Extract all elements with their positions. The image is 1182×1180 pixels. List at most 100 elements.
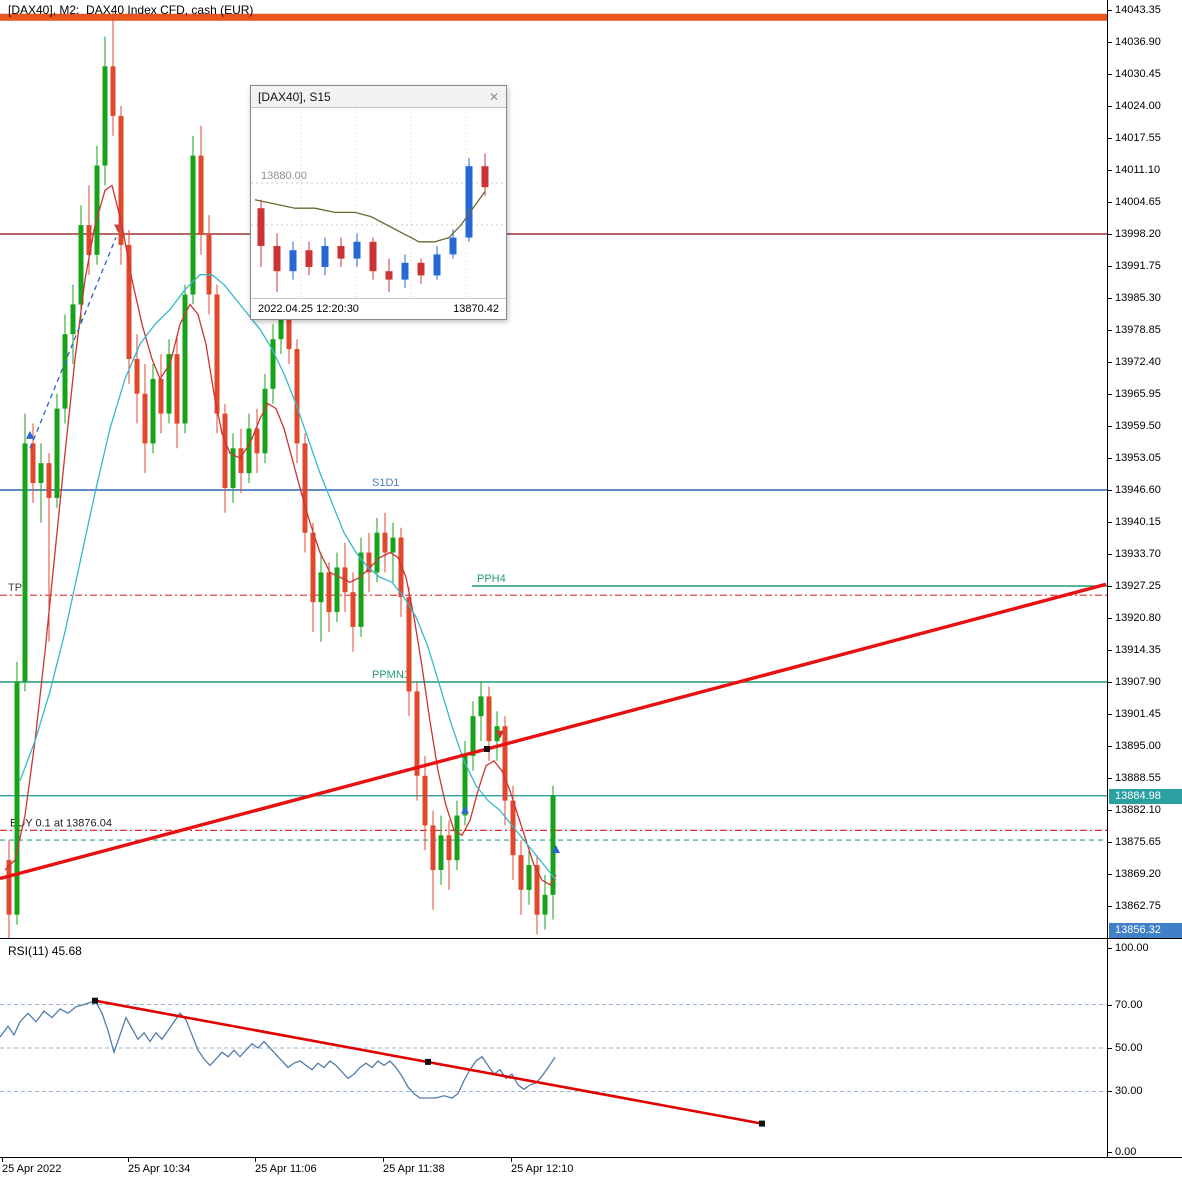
rsi-indicator-label: RSI(11) 45.68 bbox=[8, 944, 82, 958]
price-axis-tick bbox=[1108, 681, 1112, 683]
price-axis-label: 13933.70 bbox=[1115, 547, 1161, 560]
rsi-line bbox=[0, 999, 556, 1099]
time-axis-label: 25 Apr 11:38 bbox=[383, 1163, 445, 1175]
rsi-axis-tick bbox=[1108, 1091, 1112, 1093]
rsi-axis-tick bbox=[1108, 1048, 1112, 1049]
take-profit-line-label: TP bbox=[8, 582, 22, 594]
price-axis-tick bbox=[1108, 873, 1112, 875]
time-axis-label: 25 Apr 12:10 bbox=[511, 1163, 574, 1175]
time-axis-label: 25 Apr 11:06 bbox=[255, 1163, 317, 1175]
price-axis-tick bbox=[1108, 617, 1112, 619]
rsi-axis-tick bbox=[1108, 948, 1112, 949]
price-axis-label: 13914.35 bbox=[1115, 643, 1161, 656]
time-axis[interactable]: 25 Apr 2022 25 Apr 10:34 25 Apr 11:06 25 Ap… bbox=[0, 1158, 1182, 1180]
price-axis-label: 13972.40 bbox=[1115, 355, 1161, 368]
time-axis-tick bbox=[383, 1158, 384, 1162]
time-axis-tick bbox=[128, 1158, 129, 1162]
price-axis-tick bbox=[1108, 905, 1112, 907]
time-axis-tick bbox=[255, 1158, 256, 1162]
price-axis-tick bbox=[1108, 393, 1112, 395]
mini-ma-line bbox=[254, 191, 486, 243]
price-axis-label: 13862.75 bbox=[1115, 899, 1161, 912]
mini-chart-last-price: 13870.42 bbox=[453, 303, 499, 315]
trendline-handle[interactable] bbox=[484, 746, 490, 752]
price-axis-label: 13965.95 bbox=[1115, 387, 1161, 400]
price-axis-label: 14017.55 bbox=[1115, 131, 1161, 144]
candlestick-series bbox=[6, 11, 556, 938]
close-icon[interactable]: ✕ bbox=[488, 89, 499, 104]
price-axis-tick bbox=[1108, 265, 1112, 267]
price-axis-tick bbox=[1108, 841, 1112, 843]
price-axis-label: 14036.90 bbox=[1115, 35, 1161, 48]
price-axis-label: 14024.00 bbox=[1115, 99, 1161, 112]
rsi-indicator-panel[interactable] bbox=[0, 939, 1107, 1157]
ascending-trendline[interactable] bbox=[0, 582, 1107, 881]
trendline-handle[interactable] bbox=[425, 1058, 431, 1065]
price-axis-tick bbox=[1108, 105, 1112, 107]
mini-chart-window[interactable]: [DAX40], S15 ✕ 13880.00 2022.04.25 12:20… bbox=[250, 85, 507, 320]
time-axis-tick bbox=[2, 1158, 3, 1162]
price-axis-label: 13907.90 bbox=[1115, 675, 1161, 688]
time-axis-label: 25 Apr 10:34 bbox=[128, 1163, 191, 1175]
price-axis-tick bbox=[1108, 73, 1112, 75]
mini-chart[interactable]: 13880.00 bbox=[251, 108, 506, 298]
price-axis-label: 13940.15 bbox=[1115, 515, 1161, 528]
panel-separator[interactable] bbox=[0, 938, 1182, 939]
pivot-ppmn1-line-label: PPMN1 bbox=[372, 669, 410, 681]
price-axis-tick bbox=[1108, 233, 1112, 235]
price-axis-tick bbox=[1108, 777, 1112, 779]
dashed-projection-line[interactable] bbox=[29, 237, 117, 449]
price-axis-label: 13927.25 bbox=[1115, 579, 1161, 592]
price-axis-label: 13953.05 bbox=[1115, 451, 1161, 464]
price-axis-tick bbox=[1108, 585, 1112, 587]
mini-chart-titlebar[interactable]: [DAX40], S15 ✕ bbox=[251, 86, 506, 108]
price-axis[interactable]: 14043.35 14036.90 14030.45 14024.00 14017.55… bbox=[1107, 0, 1182, 1158]
price-axis-label: 14030.45 bbox=[1115, 67, 1161, 80]
pivot-pph4-line-label: PPH4 bbox=[477, 573, 506, 585]
price-axis-label: 13869.20 bbox=[1115, 867, 1161, 880]
time-axis-label: 25 Apr 2022 bbox=[2, 1163, 62, 1175]
price-axis-tick bbox=[1108, 489, 1112, 491]
price-axis-label: 13882.10 bbox=[1115, 803, 1161, 816]
time-axis-tick bbox=[511, 1158, 512, 1162]
price-axis-label: 13920.80 bbox=[1115, 611, 1161, 624]
price-axis-tick bbox=[1108, 649, 1112, 651]
buy-arrow-marker bbox=[552, 845, 560, 854]
price-axis-tick bbox=[1108, 329, 1112, 331]
price-axis-label: 13901.45 bbox=[1115, 707, 1161, 720]
price-axis-tick bbox=[1108, 425, 1112, 427]
rsi-axis-label: 50.00 bbox=[1115, 1042, 1143, 1054]
ma-fast-line bbox=[4, 184, 557, 886]
candlestick-series bbox=[257, 153, 489, 293]
price-axis-tick bbox=[1108, 713, 1112, 715]
price-axis-tick bbox=[1108, 169, 1112, 171]
trendline-handle[interactable] bbox=[759, 1120, 765, 1127]
price-axis-label: 13978.85 bbox=[1115, 323, 1161, 336]
buy-arrow-marker bbox=[461, 805, 469, 814]
price-axis-label: 13888.55 bbox=[1115, 771, 1161, 784]
price-axis-tick bbox=[1108, 10, 1112, 11]
price-axis-label: 14004.65 bbox=[1115, 195, 1161, 208]
price-axis-tick bbox=[1108, 745, 1112, 747]
rsi-axis-label: 30.00 bbox=[1115, 1085, 1143, 1098]
price-axis-label: 13895.00 bbox=[1115, 739, 1161, 752]
buy-arrow-marker bbox=[26, 430, 34, 439]
price-axis-label: 13946.60 bbox=[1115, 483, 1161, 496]
price-axis-tick bbox=[1108, 521, 1112, 523]
price-axis-tick bbox=[1108, 457, 1112, 459]
price-badge: 13856.32 bbox=[1109, 923, 1182, 938]
trendline-handle[interactable] bbox=[92, 997, 98, 1004]
chart-title: [DAX40], M2: DAX40 Index CFD, cash (EUR) bbox=[8, 3, 254, 17]
sell-arrow-marker bbox=[496, 730, 504, 739]
main-price-chart[interactable]: S1D1 PPH4 TP PPMN1 BUY 0.1 at 13876.04 bbox=[0, 0, 1107, 938]
mini-chart-timestamp: 2022.04.25 12:20:30 bbox=[258, 303, 359, 315]
mini-chart-title: [DAX40], S15 bbox=[258, 89, 331, 104]
rsi-axis-tick bbox=[1108, 1004, 1112, 1006]
price-axis-label: 13998.20 bbox=[1115, 227, 1161, 240]
order-line-label: BUY 0.1 at 13876.04 bbox=[10, 817, 112, 829]
ma-slow-line bbox=[19, 274, 557, 881]
price-axis-label: 14011.10 bbox=[1115, 163, 1161, 176]
price-axis-tick bbox=[1108, 201, 1112, 203]
price-axis-tick bbox=[1108, 137, 1112, 139]
